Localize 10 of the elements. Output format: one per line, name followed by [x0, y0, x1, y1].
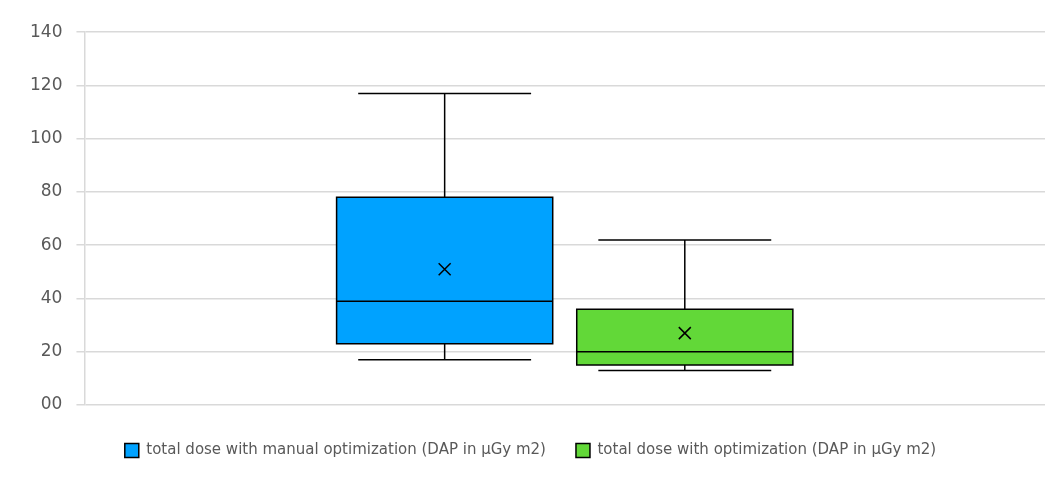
legend-label: total dose with optimization (DAP in μGy m2): [597, 440, 937, 459]
y-tick-label: 20: [40, 340, 63, 361]
y-tick-label: 120: [29, 73, 63, 94]
y-tick-label: 140: [29, 20, 63, 41]
y-tick-label: 80: [40, 180, 63, 201]
y-tick-label: 00: [40, 393, 63, 414]
y-tick-label: 40: [40, 286, 63, 307]
y-tick-label: 60: [40, 233, 63, 254]
legend-label: total dose with manual optimization (DAP in μGy m2): [146, 440, 546, 459]
y-tick-label: 100: [29, 127, 63, 148]
